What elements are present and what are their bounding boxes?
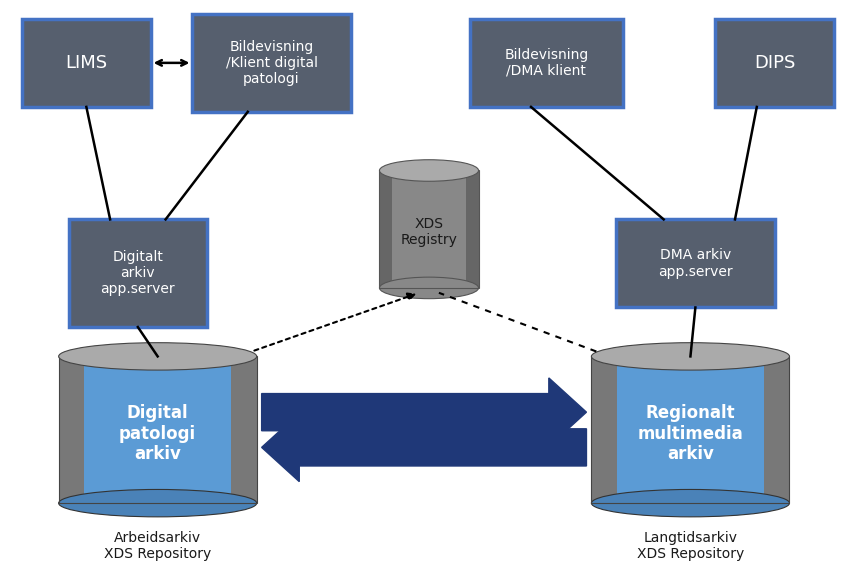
Bar: [22, 19, 151, 107]
Text: XDS
Registry: XDS Registry: [401, 217, 457, 247]
Bar: [58, 356, 257, 503]
Bar: [591, 356, 617, 503]
Bar: [84, 356, 231, 503]
Text: Langtidsarkiv
XDS Repository: Langtidsarkiv XDS Repository: [637, 531, 744, 561]
Ellipse shape: [591, 343, 789, 370]
Text: DIPS: DIPS: [754, 54, 795, 72]
Bar: [716, 19, 834, 107]
Bar: [379, 170, 479, 288]
FancyArrow shape: [262, 378, 587, 446]
Bar: [231, 356, 257, 503]
Ellipse shape: [379, 277, 479, 299]
Text: Bildevisning
/DMA klient: Bildevisning /DMA klient: [505, 48, 589, 78]
Bar: [466, 170, 479, 288]
Text: Digitalt
arkiv
app.server: Digitalt arkiv app.server: [100, 250, 175, 296]
Bar: [58, 356, 84, 503]
Ellipse shape: [58, 343, 257, 370]
Bar: [379, 170, 392, 288]
Bar: [764, 356, 789, 503]
Text: LIMS: LIMS: [65, 54, 107, 72]
Text: Digital
patologi
arkiv: Digital patologi arkiv: [119, 404, 196, 463]
Text: DMA arkiv
app.server: DMA arkiv app.server: [658, 248, 733, 279]
Text: Regionalt
multimedia
arkiv: Regionalt multimedia arkiv: [637, 404, 743, 463]
Text: Arbeidsarkiv
XDS Repository: Arbeidsarkiv XDS Repository: [104, 531, 211, 561]
Ellipse shape: [379, 160, 479, 181]
FancyArrow shape: [262, 413, 587, 482]
Bar: [616, 220, 775, 308]
Bar: [69, 220, 207, 327]
Ellipse shape: [58, 490, 257, 517]
Bar: [469, 19, 623, 107]
Bar: [392, 170, 466, 288]
Bar: [591, 356, 789, 503]
Bar: [192, 14, 351, 112]
Ellipse shape: [591, 490, 789, 517]
Text: Bildevisning
/Klient digital
patologi: Bildevisning /Klient digital patologi: [226, 39, 317, 86]
Bar: [617, 356, 764, 503]
